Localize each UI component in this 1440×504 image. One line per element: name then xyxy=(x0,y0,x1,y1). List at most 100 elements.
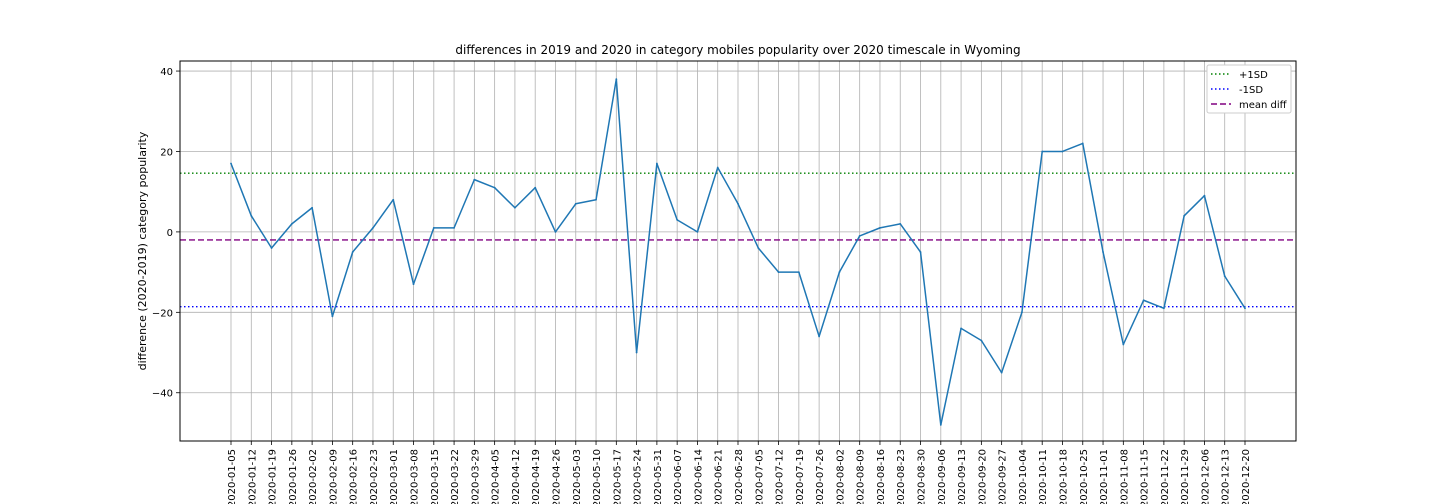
x-tick-label: 2020-03-15 xyxy=(430,449,441,504)
data-point xyxy=(939,424,942,426)
data-point xyxy=(838,271,841,274)
data-point xyxy=(899,222,902,225)
data-point xyxy=(473,178,476,181)
x-tick-label: 2020-01-26 xyxy=(288,449,299,504)
data-point xyxy=(960,327,962,330)
data-point xyxy=(818,335,821,338)
data-point xyxy=(412,283,415,286)
data-point xyxy=(230,162,232,165)
legend-label: mean diff xyxy=(1239,100,1288,111)
y-tick-label: 20 xyxy=(160,147,173,158)
x-tick-label: 2020-01-12 xyxy=(247,449,258,504)
data-point xyxy=(858,235,861,237)
x-tick-label: 2020-05-03 xyxy=(572,449,583,504)
x-tick-label: 2020-06-14 xyxy=(693,449,704,504)
data-point xyxy=(270,247,273,249)
data-point xyxy=(1061,150,1064,153)
data-point xyxy=(919,251,922,253)
data-point xyxy=(432,226,435,229)
reference-lines xyxy=(180,172,1296,308)
x-tick-label: 2020-09-06 xyxy=(937,449,948,504)
x-tick-label: 2020-07-12 xyxy=(775,449,786,504)
data-point xyxy=(1203,194,1206,197)
x-tick-label: 2020-05-17 xyxy=(612,449,623,504)
x-tick-label: 2020-08-23 xyxy=(896,449,907,504)
x-tick-label: 2020-03-29 xyxy=(470,449,481,504)
data-point xyxy=(1162,307,1165,310)
x-tick-label: 2020-05-10 xyxy=(592,449,603,504)
x-tick-label: 2020-03-22 xyxy=(450,449,461,504)
x-tick-label: 2020-03-01 xyxy=(389,449,400,504)
x-tick-label: 2020-06-21 xyxy=(714,449,725,504)
x-tick-label: 2020-01-19 xyxy=(268,449,279,504)
data-point xyxy=(696,230,699,233)
x-tick-label: 2020-10-25 xyxy=(1079,449,1090,504)
x-tick-label: 2020-10-04 xyxy=(1018,449,1029,504)
data-point xyxy=(250,214,253,217)
data-point xyxy=(493,186,496,189)
data-point xyxy=(392,198,395,201)
data-point xyxy=(777,271,780,274)
data-point xyxy=(757,247,760,249)
x-tick-label: 2020-08-09 xyxy=(856,449,867,504)
x-tick-label: 2020-09-27 xyxy=(998,449,1009,504)
data-point xyxy=(351,251,354,253)
data-point xyxy=(879,226,881,229)
data-point xyxy=(737,202,739,205)
x-tick-label: 2020-09-20 xyxy=(977,449,988,504)
data-point xyxy=(514,206,516,209)
legend-label: -1SD xyxy=(1239,85,1263,96)
legend-label: +1SD xyxy=(1239,70,1268,81)
x-tick-label: 2020-08-02 xyxy=(835,449,846,504)
data-point xyxy=(1041,150,1044,153)
x-tick-label: 2020-02-02 xyxy=(308,449,319,504)
x-tick-label: 2020-08-30 xyxy=(917,449,928,504)
x-tick-label: 2020-05-31 xyxy=(653,449,664,504)
data-point xyxy=(1244,307,1246,310)
data-point xyxy=(311,206,314,209)
data-point xyxy=(290,222,293,225)
x-tick-label: 2020-08-16 xyxy=(876,449,887,504)
data-point xyxy=(1183,214,1186,217)
x-tick-label: 2020-11-08 xyxy=(1119,449,1130,504)
data-point xyxy=(797,271,800,274)
data-point xyxy=(574,202,577,205)
x-tick-label: 2020-12-13 xyxy=(1221,449,1232,504)
x-tick-label: 2020-10-11 xyxy=(1038,449,1049,504)
series-layer xyxy=(230,78,1246,426)
x-tick-label: 2020-06-07 xyxy=(673,449,684,504)
data-point xyxy=(1142,299,1145,302)
x-tick-label: 2020-11-15 xyxy=(1140,449,1151,504)
data-point xyxy=(1122,343,1125,346)
y-tick-label: −20 xyxy=(152,308,173,319)
x-tick-label: 2020-12-20 xyxy=(1241,449,1252,504)
chart-title: differences in 2019 and 2020 in category… xyxy=(455,43,1020,57)
data-point xyxy=(716,166,719,169)
data-point xyxy=(676,218,679,221)
data-point xyxy=(554,230,557,233)
x-tick-label: 2020-12-06 xyxy=(1200,449,1211,504)
data-point xyxy=(534,186,537,189)
grid-layer xyxy=(180,61,1296,441)
data-point xyxy=(331,315,334,318)
x-tick-label: 2020-06-28 xyxy=(734,449,745,504)
x-tick-label: 2020-11-22 xyxy=(1160,449,1171,504)
x-tick-label: 2020-07-19 xyxy=(795,449,806,504)
x-axis: 2020-01-05 2020-01-12 2020-01-19 2020-01-26… xyxy=(227,441,1252,504)
x-tick-label: 2020-02-09 xyxy=(328,449,339,504)
y-tick-label: 0 xyxy=(167,228,173,239)
x-tick-label: 2020-09-13 xyxy=(957,449,968,504)
x-tick-label: 2020-03-08 xyxy=(410,449,421,504)
data-point xyxy=(1081,142,1084,145)
legend: +1SD -1SD mean diff xyxy=(1206,64,1292,114)
x-tick-label: 2020-05-24 xyxy=(633,449,644,504)
data-point xyxy=(980,339,983,342)
x-tick-label: 2020-04-12 xyxy=(511,449,522,504)
x-tick-label: 2020-07-05 xyxy=(754,449,765,504)
y-tick-label: −40 xyxy=(152,389,173,400)
x-tick-label: 2020-11-29 xyxy=(1180,449,1191,504)
x-tick-label: 2020-04-19 xyxy=(531,449,542,504)
data-point xyxy=(1000,371,1003,374)
